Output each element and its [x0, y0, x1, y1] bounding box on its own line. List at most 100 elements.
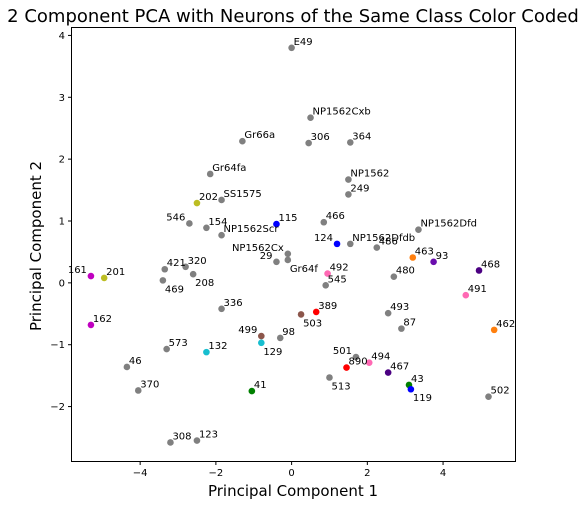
data-point-label: 492 [330, 263, 349, 274]
data-point [193, 437, 201, 444]
y-tick-label: 0 [59, 278, 65, 289]
data-point [365, 359, 373, 366]
x-tick-label: 2 [364, 468, 370, 479]
data-point-label: 468 [481, 259, 500, 270]
data-point [485, 393, 492, 400]
data-point-label: 545 [328, 274, 347, 285]
data-point [409, 254, 417, 261]
data-point-label: 46 [129, 356, 142, 367]
data-point-label: 503 [303, 318, 322, 329]
data-point-label: 43 [411, 374, 424, 385]
data-point-label: 486 [379, 237, 398, 248]
data-point [398, 325, 405, 332]
data-point [297, 311, 305, 318]
y-tick-label: 3 [59, 93, 65, 104]
data-point [218, 196, 225, 204]
data-point-label: 124 [314, 233, 333, 244]
data-point [258, 332, 265, 340]
data-point [384, 369, 392, 376]
data-point-label: 29 [260, 251, 273, 262]
data-point-label: 129 [263, 347, 282, 358]
data-point [345, 176, 352, 183]
data-point [273, 220, 280, 228]
data-point-label: 202 [199, 192, 218, 203]
data-point-label: NP1562Dfdb [352, 233, 415, 244]
data-point [273, 258, 280, 266]
data-point [352, 353, 360, 361]
data-point-label: SS1575 [224, 189, 262, 200]
data-point [326, 374, 333, 381]
data-point-label: 370 [140, 379, 159, 390]
data-point-label: 421 [167, 258, 186, 269]
data-point [167, 439, 174, 446]
data-point-label: NP1562Cx [232, 243, 284, 254]
data-point [100, 274, 108, 282]
x-tick-label: −4 [133, 468, 148, 479]
data-point-label: E49 [294, 37, 313, 48]
data-point-label: Gr66a [244, 130, 275, 141]
data-point [248, 387, 256, 395]
data-point [322, 282, 329, 289]
data-point-label: 161 [68, 265, 87, 276]
data-point [258, 339, 265, 347]
data-point-label: 308 [172, 431, 191, 442]
data-point [407, 385, 415, 393]
data-point [305, 139, 312, 147]
data-point [373, 244, 381, 251]
y-axis-label: Principal Component 2 [27, 161, 45, 331]
data-point-label: 513 [331, 381, 350, 392]
data-point-label: 389 [318, 301, 337, 312]
data-point-label: NP1562Dfd [420, 219, 477, 230]
data-point-label: 201 [106, 267, 125, 278]
data-point-label: NP1562Scr [224, 224, 280, 235]
chart-title: 2 Component PCA with Neurons of the Same… [7, 6, 579, 27]
data-point [390, 273, 398, 280]
data-point-label: 123 [199, 430, 218, 441]
x-tick-label: −2 [209, 468, 224, 479]
data-point [343, 364, 350, 371]
data-point [430, 258, 437, 266]
data-point [161, 265, 169, 273]
data-point-label: 41 [254, 380, 267, 391]
data-point [206, 170, 214, 178]
data-point-label: 890 [349, 357, 368, 368]
data-point [123, 363, 131, 371]
data-point-label: 501 [333, 346, 352, 357]
data-point [284, 256, 292, 264]
data-point-label: NP1562Cxb [313, 107, 371, 118]
data-point [203, 348, 210, 356]
x-axis-ticks: −4 −2 0 2 4 [133, 461, 446, 479]
point-labels-layer: E49 NP1562Cxb Gr66a 306 364 Gr64fa NP1562 249 20… [68, 37, 515, 443]
data-point [186, 220, 193, 227]
data-point-label: 132 [208, 341, 227, 352]
data-point [218, 231, 225, 239]
x-tick-label: 4 [440, 468, 446, 479]
data-point [87, 321, 95, 329]
data-point-label: Gr64fa [212, 163, 246, 174]
data-point-label: 499 [238, 325, 257, 336]
data-point-label: 119 [413, 393, 432, 404]
data-point [462, 291, 470, 299]
data-point-label: 467 [390, 362, 409, 373]
data-point-label: 480 [396, 266, 415, 277]
data-point [475, 267, 483, 274]
data-point [324, 270, 331, 277]
data-point [189, 270, 197, 278]
data-point [134, 387, 142, 394]
data-point [193, 199, 201, 207]
data-point-label: 462 [496, 319, 515, 330]
data-point-label: Gr64f [290, 264, 319, 275]
data-point [490, 326, 498, 334]
data-point [276, 334, 284, 342]
data-point-label: NP1562 [350, 169, 389, 180]
data-point-label: 93 [436, 251, 449, 262]
data-point [345, 191, 352, 198]
data-point-label: 87 [403, 318, 416, 329]
data-point [163, 345, 170, 353]
data-point-label: 573 [169, 338, 188, 349]
data-point-label: 546 [166, 212, 185, 223]
data-point-label: 336 [224, 298, 243, 309]
y-tick-label: 4 [59, 31, 65, 42]
y-tick-label: 1 [59, 216, 65, 227]
data-point [346, 139, 354, 146]
